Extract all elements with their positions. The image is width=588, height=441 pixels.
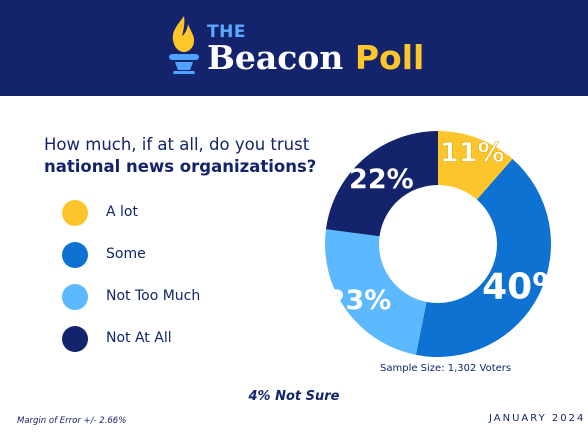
logo-wordmark: Beacon Poll [207, 38, 424, 78]
question-line-2: national news organizations? [44, 157, 317, 176]
legend-item: Not Too Much [62, 282, 302, 312]
sample-size: Sample Size: 1,302 Voters [380, 363, 512, 374]
legend-label: Not Too Much [106, 288, 201, 304]
legend-swatch [62, 284, 88, 310]
logo-the: THE [207, 22, 246, 42]
slice-label: 23% [327, 285, 392, 316]
legend-item: Some [62, 240, 302, 270]
logo-poll: Poll [354, 38, 425, 77]
legend-label: Not At All [106, 330, 172, 346]
legend-swatch [62, 326, 88, 352]
donut-chart: 11% 40% 23% 22% [325, 131, 558, 357]
legend-label: Some [106, 246, 146, 262]
slice-label: 22% [349, 164, 414, 195]
legend-swatch [62, 242, 88, 268]
donut-slice [438, 131, 513, 200]
slice-label: 40% [482, 266, 558, 307]
poll-date: JANUARY 2024 [489, 413, 586, 424]
donut-slice [325, 131, 438, 237]
legend-item: Not At All [62, 324, 302, 354]
legend-swatch [62, 200, 88, 226]
donut-slice [415, 159, 551, 357]
donut-slice [325, 229, 427, 355]
legend-label: A lot [106, 204, 138, 220]
legend-item: A lot [62, 198, 302, 228]
slice-label: 11% [440, 138, 505, 169]
poll-question: How much, if at all, do you trust nation… [44, 134, 324, 178]
header-banner: THE Beacon Poll [0, 0, 588, 96]
logo-beacon: Beacon [207, 38, 344, 77]
margin-of-error: Margin of Error +/- 2.66% [17, 416, 127, 426]
question-line-1: How much, if at all, do you trust [44, 135, 310, 154]
torch-icon [169, 16, 199, 74]
not-sure-note: 4% Not Sure [248, 389, 340, 404]
